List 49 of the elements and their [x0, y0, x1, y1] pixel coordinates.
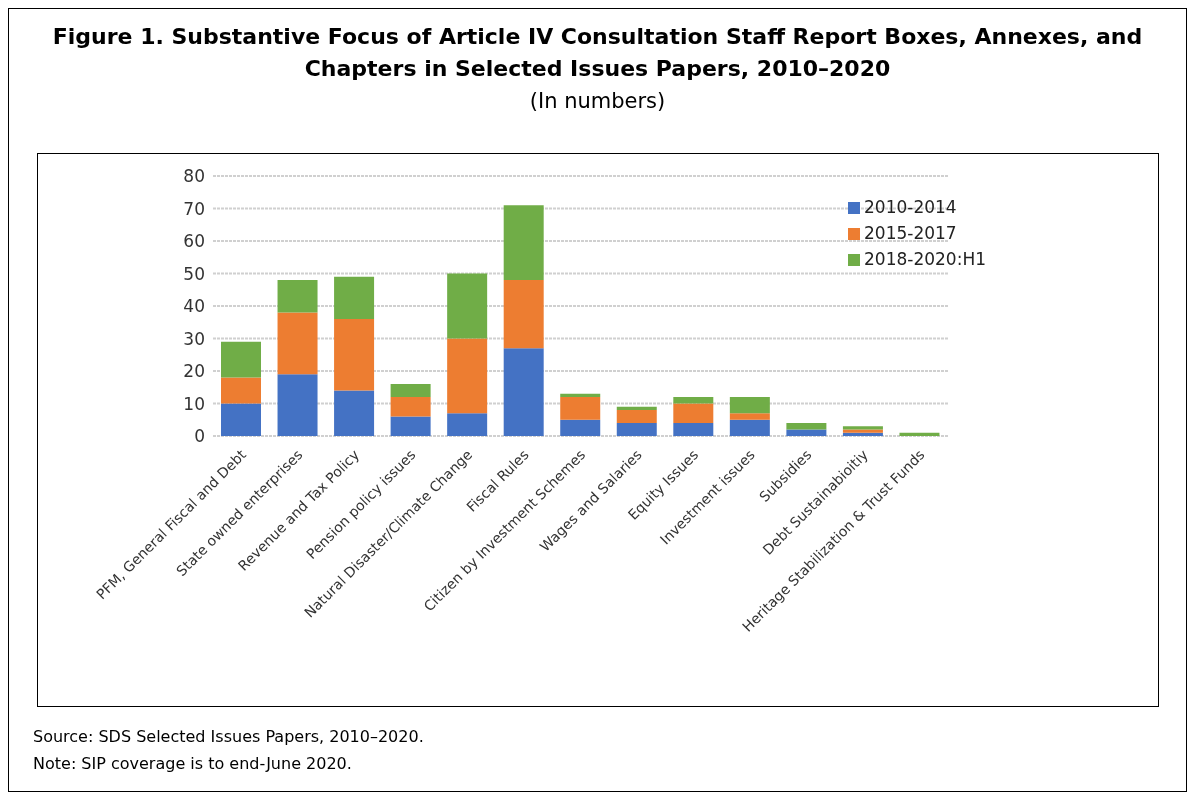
bar [673, 397, 714, 404]
bar [899, 432, 940, 436]
y-tick-label: 80 [183, 166, 205, 187]
bar [334, 319, 375, 391]
y-tick-label: 70 [183, 198, 205, 219]
bar [560, 393, 601, 397]
bar [221, 403, 261, 436]
bar [729, 413, 770, 420]
y-tick-label: 40 [183, 296, 205, 317]
bar [503, 280, 544, 349]
bar [786, 429, 827, 436]
bar [447, 338, 488, 414]
y-tick-label: 50 [183, 263, 205, 284]
bar [277, 312, 318, 375]
bar [729, 419, 770, 436]
y-tick-label: 60 [183, 231, 205, 252]
bar [560, 419, 601, 436]
y-tick-label: 0 [194, 426, 205, 447]
bar [221, 341, 261, 378]
chart-title: Figure 1. Substantive Focus of Article IV Consultation Staff Report Boxes, Annexes, and Chapters in Selected Issues Papers, 2010–2020 [51, 23, 1144, 83]
bar [447, 273, 488, 339]
bar [503, 348, 544, 436]
bar [673, 423, 714, 436]
legend-label: 2015-2017 [864, 223, 957, 243]
source-note: Source: SDS Selected Issues Papers, 2010–2020. [33, 726, 424, 748]
bar [277, 280, 318, 313]
y-tick-label: 10 [183, 393, 205, 414]
bar [447, 413, 488, 436]
y-tick-label: 20 [183, 361, 205, 382]
legend-label: 2010-2014 [864, 197, 957, 217]
bar [503, 205, 544, 280]
bar [616, 406, 657, 410]
bar [334, 390, 375, 436]
y-tick-label: 30 [183, 328, 205, 349]
bar [729, 397, 770, 414]
chart-subtitle: (In numbers) [528, 89, 667, 113]
bar [390, 416, 431, 436]
legend-label: 2018-2020:H1 [864, 249, 986, 269]
bar [673, 403, 714, 423]
text: Note: SIP coverage is to end-June 2020. [33, 753, 353, 775]
bar [277, 374, 318, 436]
bar [221, 377, 261, 404]
bar [334, 276, 375, 319]
bar [390, 384, 431, 397]
bar [560, 397, 601, 420]
bar [616, 410, 657, 423]
bar [786, 423, 827, 430]
bar [390, 397, 431, 417]
bar [616, 423, 657, 436]
